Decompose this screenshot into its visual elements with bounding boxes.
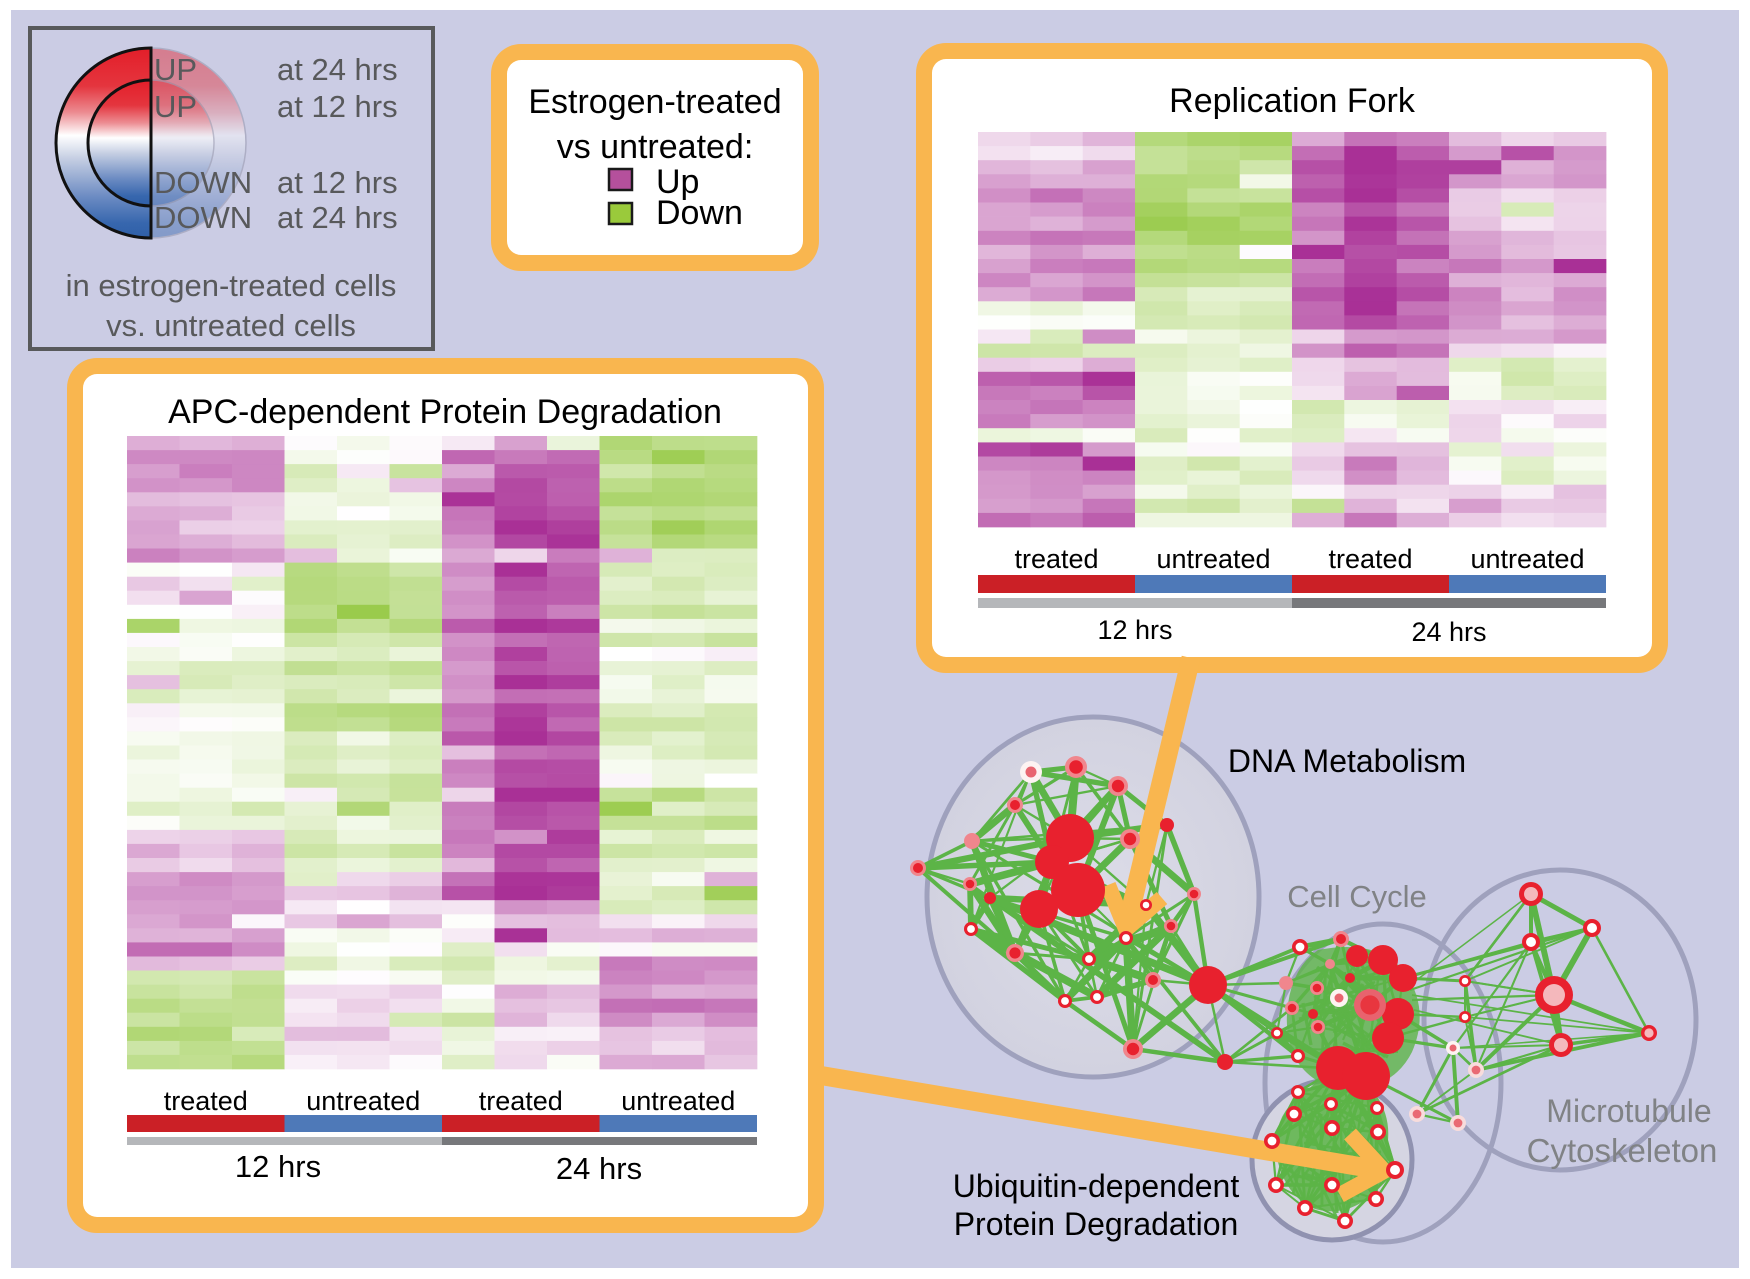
- svg-text:untreated: untreated: [1156, 544, 1270, 574]
- svg-text:treated: treated: [164, 1086, 248, 1116]
- svg-text:at 12 hrs: at 12 hrs: [277, 165, 398, 200]
- svg-text:24 hrs: 24 hrs: [1411, 617, 1486, 647]
- svg-text:Ubiquitin-dependent: Ubiquitin-dependent: [953, 1168, 1240, 1204]
- svg-text:Replication Fork: Replication Fork: [1169, 82, 1416, 120]
- svg-text:APC-dependent Protein Degradat: APC-dependent Protein Degradation: [168, 393, 722, 431]
- svg-text:12 hrs: 12 hrs: [1097, 615, 1172, 645]
- svg-text:untreated: untreated: [621, 1086, 735, 1116]
- svg-text:vs. untreated cells: vs. untreated cells: [106, 308, 356, 343]
- svg-text:at 24 hrs: at 24 hrs: [277, 200, 398, 235]
- svg-text:treated: treated: [1328, 544, 1412, 574]
- svg-text:untreated: untreated: [1470, 544, 1584, 574]
- svg-text:DNA Metabolism: DNA Metabolism: [1228, 743, 1466, 779]
- svg-text:untreated: untreated: [306, 1086, 420, 1116]
- svg-text:at 24 hrs: at 24 hrs: [277, 52, 398, 87]
- svg-text:Protein Degradation: Protein Degradation: [954, 1206, 1239, 1242]
- svg-text:Microtubule: Microtubule: [1546, 1093, 1711, 1129]
- svg-text:UP: UP: [154, 52, 197, 87]
- svg-text:treated: treated: [479, 1086, 563, 1116]
- svg-text:in estrogen-treated cells: in estrogen-treated cells: [66, 268, 397, 303]
- svg-text:Estrogen-treated: Estrogen-treated: [528, 83, 781, 121]
- svg-text:DOWN: DOWN: [154, 200, 252, 235]
- svg-text:treated: treated: [1014, 544, 1098, 574]
- svg-text:Up: Up: [656, 163, 699, 201]
- svg-text:DOWN: DOWN: [154, 165, 252, 200]
- svg-text:Cell Cycle: Cell Cycle: [1287, 879, 1427, 914]
- svg-text:UP: UP: [154, 89, 197, 124]
- svg-text:Cytoskeleton: Cytoskeleton: [1527, 1132, 1718, 1169]
- svg-text:12 hrs: 12 hrs: [235, 1149, 321, 1184]
- svg-text:vs untreated:: vs untreated:: [557, 128, 754, 166]
- svg-text:Down: Down: [656, 194, 743, 232]
- svg-text:at 12 hrs: at 12 hrs: [277, 89, 398, 124]
- svg-text:24 hrs: 24 hrs: [556, 1151, 642, 1186]
